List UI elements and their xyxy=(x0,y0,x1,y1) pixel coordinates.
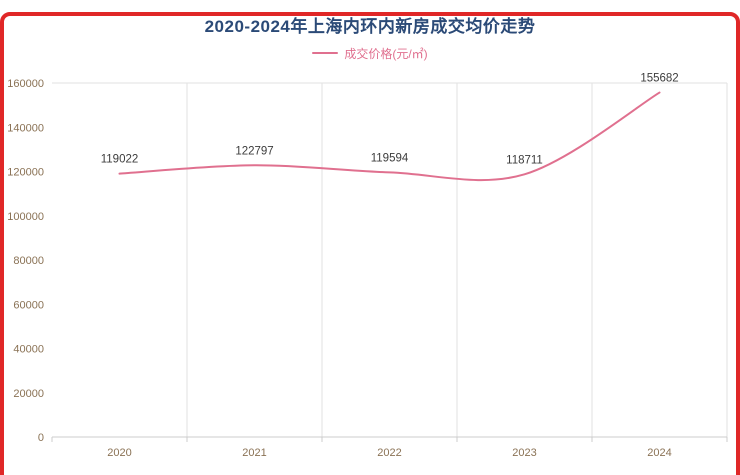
legend-series-label: 成交价格(元/㎡) xyxy=(344,46,428,61)
svg-text:155682: 155682 xyxy=(640,73,678,85)
svg-text:40000: 40000 xyxy=(13,344,44,356)
svg-text:2022: 2022 xyxy=(377,447,401,459)
chart-title: 2020-2024年上海内环内新房成交均价走势 xyxy=(204,17,536,36)
svg-text:2021: 2021 xyxy=(242,447,266,459)
svg-text:2024: 2024 xyxy=(647,447,671,459)
svg-text:118711: 118711 xyxy=(506,154,543,166)
svg-text:100000: 100000 xyxy=(7,211,44,223)
svg-text:120000: 120000 xyxy=(7,167,44,179)
line-chart: 0 20000 40000 60000 80000 100000 120000 140000 1… xyxy=(7,73,728,459)
svg-text:0: 0 xyxy=(38,432,44,444)
chart-page: 2020-2024年上海内环内新房成交均价走势 成交价格(元/㎡) 0 20000… xyxy=(0,12,740,475)
svg-text:20000: 20000 xyxy=(13,388,44,400)
svg-text:160000: 160000 xyxy=(7,78,44,90)
svg-text:2020: 2020 xyxy=(107,447,131,459)
svg-text:80000: 80000 xyxy=(13,255,44,267)
svg-text:2023: 2023 xyxy=(512,447,536,459)
svg-text:122797: 122797 xyxy=(235,145,273,157)
svg-text:119594: 119594 xyxy=(371,152,409,164)
legend-line-swatch-icon xyxy=(312,52,339,54)
svg-text:60000: 60000 xyxy=(13,299,44,311)
legend[interactable]: 成交价格(元/㎡) xyxy=(0,45,740,61)
svg-text:140000: 140000 xyxy=(7,122,44,134)
svg-text:119022: 119022 xyxy=(101,154,139,166)
